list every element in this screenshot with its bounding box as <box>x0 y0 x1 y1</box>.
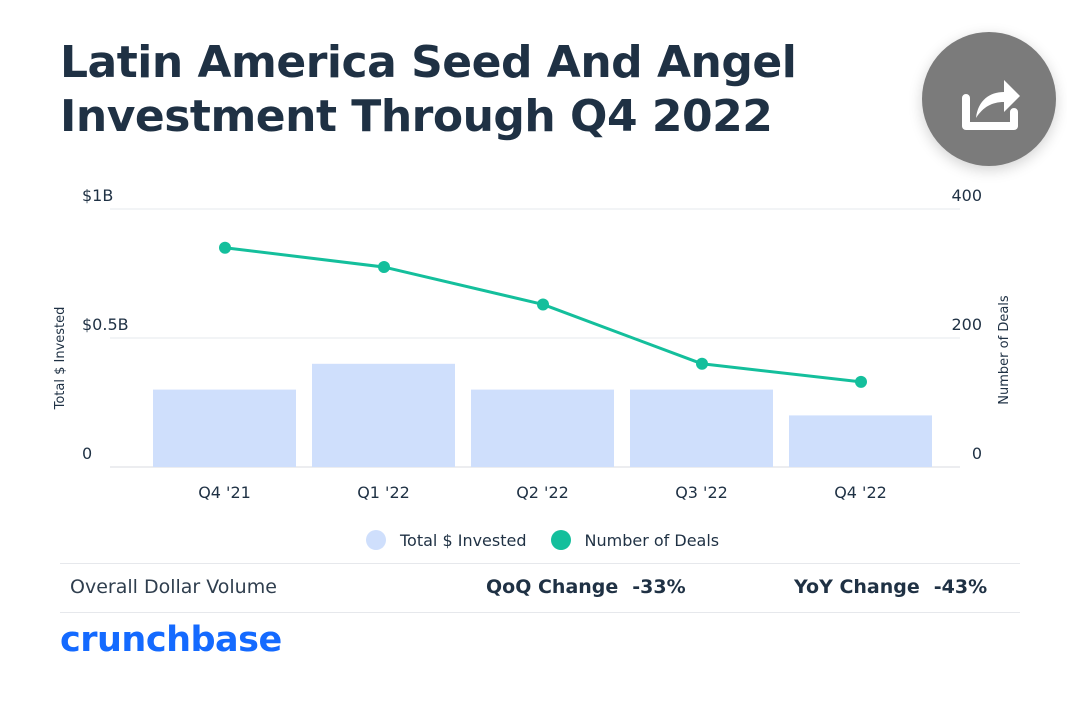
legend-swatch-deals <box>550 530 571 550</box>
title-line-1: Latin America Seed And Angel <box>60 37 797 88</box>
crunchbase-logo: crunchbase <box>60 620 282 660</box>
qoq-value: -33% <box>632 576 686 598</box>
chart-legend: Total $ Invested Number of Deals <box>366 527 719 553</box>
deals-point-1 <box>378 261 390 274</box>
bar-4 <box>789 415 932 467</box>
y-right-axis-title: Number of Deals <box>997 295 1012 405</box>
bar-0 <box>153 389 296 467</box>
bar-3 <box>630 389 773 467</box>
y-left-tick-label: 0 <box>82 444 92 463</box>
line-series <box>219 241 867 388</box>
qoq-label: QoQ Change <box>486 576 619 598</box>
page-title: Latin America Seed And Angel Investment … <box>60 36 880 144</box>
x-tick-label: Q3 '22 <box>675 483 728 502</box>
bar-series <box>153 363 932 467</box>
y-right-tick-label: 400 <box>951 186 982 205</box>
combo-chart: 0 $0.5B $1B 0 200 400 Total $ Invested Number o… <box>53 186 1012 502</box>
yoy-value: -43% <box>933 576 988 598</box>
x-tick-label: Q4 '22 <box>834 483 887 502</box>
deals-point-4 <box>855 375 867 388</box>
y-left-tick-label: $0.5B <box>82 315 129 334</box>
y-left-tick-label: $1B <box>82 186 113 205</box>
x-tick-label: Q4 '21 <box>198 483 251 502</box>
yoy-label: YoY Change <box>794 576 920 598</box>
y-right-tick-label: 200 <box>951 315 982 334</box>
deals-point-3 <box>696 357 708 370</box>
y-right-tick-label: 0 <box>972 444 982 463</box>
divider-bottom <box>60 612 1020 613</box>
y-left-axis-title: Total $ Invested <box>53 307 68 411</box>
x-tick-label: Q1 '22 <box>357 483 410 502</box>
legend-label-invested: Total $ Invested <box>400 530 527 550</box>
axis-labels: 0 $0.5B $1B 0 200 400 Total $ Invested Number o… <box>53 186 1012 502</box>
legend-swatch-invested <box>366 530 386 550</box>
qoq-change: QoQ Change -33% <box>486 576 686 598</box>
share-icon <box>962 80 1020 130</box>
divider-top <box>60 563 1020 564</box>
summary-label: Overall Dollar Volume <box>70 576 277 598</box>
legend-label-deals: Number of Deals <box>584 530 720 550</box>
title-line-2: Investment Through Q4 2022 <box>60 91 773 142</box>
deals-point-0 <box>219 241 231 254</box>
x-tick-label: Q2 '22 <box>516 483 569 502</box>
yoy-change: YoY Change -43% <box>794 576 987 598</box>
share-button[interactable] <box>922 32 1056 166</box>
deals-point-2 <box>537 298 549 311</box>
bar-2 <box>471 389 614 467</box>
deals-line <box>224 246 862 384</box>
bar-1 <box>312 363 455 467</box>
